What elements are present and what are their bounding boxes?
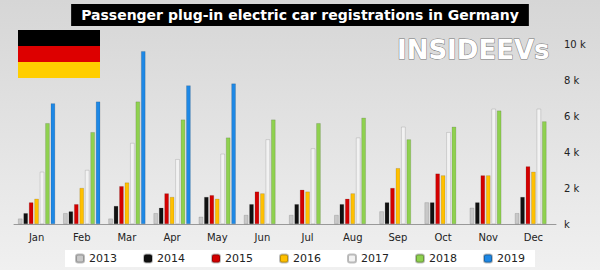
svg-text:Apr: Apr	[163, 232, 181, 243]
svg-text:2015: 2015	[225, 252, 253, 265]
svg-text:2019: 2019	[497, 252, 525, 265]
svg-text:Jun: Jun	[254, 232, 271, 243]
svg-text:Aug: Aug	[343, 232, 363, 243]
svg-text:10 k: 10 k	[564, 39, 586, 50]
svg-text:May: May	[207, 232, 228, 243]
svg-text:Jul: Jul	[301, 232, 314, 243]
svg-text:Jan: Jan	[28, 232, 44, 243]
svg-text:Sep: Sep	[388, 232, 407, 243]
svg-text:6 k: 6 k	[564, 111, 580, 122]
svg-text:Passenger plug-in electric car: Passenger plug-in electric car registrat…	[81, 7, 519, 23]
svg-text:Mar: Mar	[117, 232, 137, 243]
svg-text:2017: 2017	[361, 252, 389, 265]
svg-text:2014: 2014	[157, 252, 185, 265]
svg-text:Feb: Feb	[73, 232, 91, 243]
svg-text:2013: 2013	[89, 252, 117, 265]
svg-text:2 k: 2 k	[564, 183, 580, 194]
svg-text:Oct: Oct	[434, 232, 451, 243]
svg-text:2018: 2018	[429, 252, 457, 265]
svg-text:4 k: 4 k	[564, 147, 580, 158]
svg-text:k: k	[564, 219, 570, 230]
svg-text:8 k: 8 k	[564, 75, 580, 86]
svg-text:Nov: Nov	[478, 232, 498, 243]
svg-text:2016: 2016	[293, 252, 321, 265]
svg-text:INSIDEEVs: INSIDEEVs	[397, 35, 550, 65]
svg-text:Dec: Dec	[524, 232, 543, 243]
